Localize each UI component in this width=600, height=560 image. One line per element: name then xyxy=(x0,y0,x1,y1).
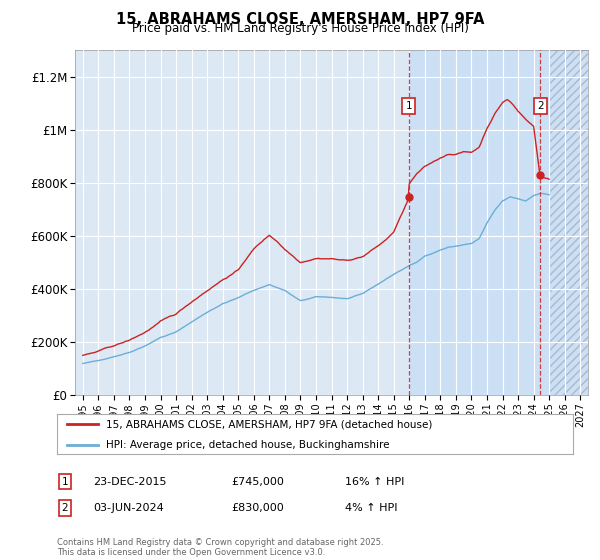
Text: 15, ABRAHAMS CLOSE, AMERSHAM, HP7 9FA (detached house): 15, ABRAHAMS CLOSE, AMERSHAM, HP7 9FA (d… xyxy=(106,419,433,429)
Text: Price paid vs. HM Land Registry's House Price Index (HPI): Price paid vs. HM Land Registry's House … xyxy=(131,22,469,35)
Text: 1: 1 xyxy=(406,101,412,111)
Text: Contains HM Land Registry data © Crown copyright and database right 2025.
This d: Contains HM Land Registry data © Crown c… xyxy=(57,538,383,557)
Text: 4% ↑ HPI: 4% ↑ HPI xyxy=(345,503,398,513)
Text: 2: 2 xyxy=(61,503,68,513)
Text: £745,000: £745,000 xyxy=(231,477,284,487)
Text: 15, ABRAHAMS CLOSE, AMERSHAM, HP7 9FA: 15, ABRAHAMS CLOSE, AMERSHAM, HP7 9FA xyxy=(116,12,484,27)
Text: 1: 1 xyxy=(61,477,68,487)
Text: 2: 2 xyxy=(537,101,544,111)
Text: HPI: Average price, detached house, Buckinghamshire: HPI: Average price, detached house, Buck… xyxy=(106,440,389,450)
Text: 03-JUN-2024: 03-JUN-2024 xyxy=(93,503,164,513)
Text: 23-DEC-2015: 23-DEC-2015 xyxy=(93,477,167,487)
Text: 16% ↑ HPI: 16% ↑ HPI xyxy=(345,477,404,487)
Bar xyxy=(409,50,549,395)
Text: £830,000: £830,000 xyxy=(231,503,284,513)
Bar xyxy=(549,50,588,395)
